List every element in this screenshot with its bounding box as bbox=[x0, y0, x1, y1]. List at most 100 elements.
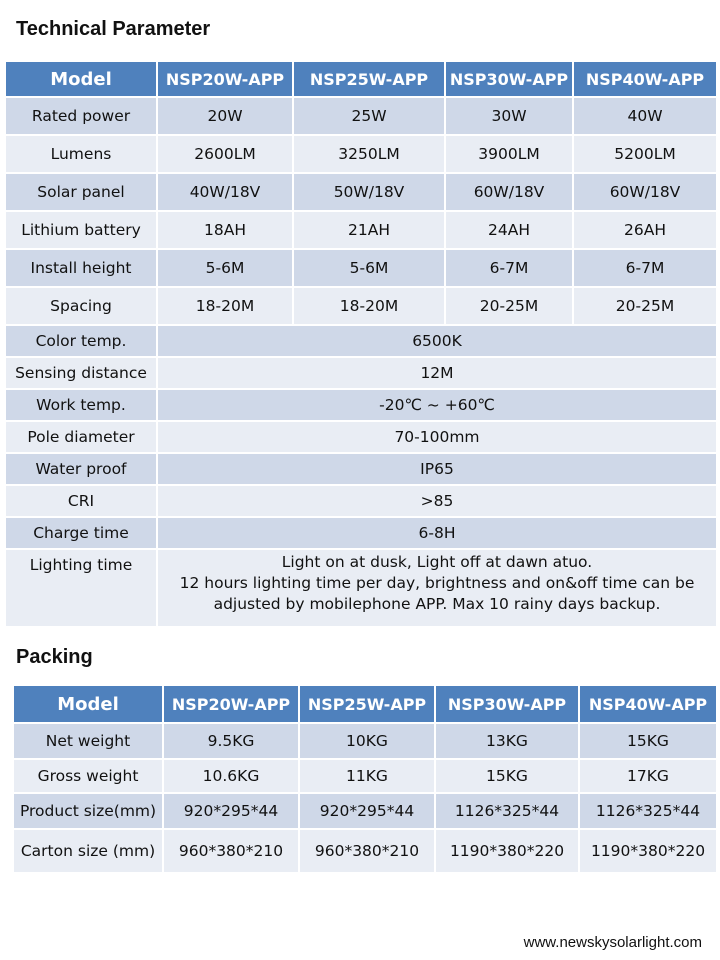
table-row: Net weight 9.5KG 10KG 13KG 15KG bbox=[12, 722, 718, 760]
packing-header-nsp25w: NSP25W-APP bbox=[298, 684, 436, 724]
cell: 13KG bbox=[434, 722, 580, 760]
cell: 20-25M bbox=[572, 286, 718, 326]
packing-header-row: Model NSP20W-APP NSP25W-APP NSP30W-APP N… bbox=[12, 684, 718, 724]
cell: 5200LM bbox=[572, 134, 718, 174]
packing-header-nsp30w: NSP30W-APP bbox=[434, 684, 580, 724]
table-row: CRI >85 bbox=[4, 484, 718, 518]
cell: 50W/18V bbox=[292, 172, 446, 212]
table-row: Product size(mm) 920*295*44 920*295*44 1… bbox=[12, 792, 718, 830]
tech-header-nsp40w: NSP40W-APP bbox=[572, 60, 718, 98]
website-url: www.newskysolarlight.com bbox=[523, 934, 702, 951]
merged-cell: 70-100mm bbox=[156, 420, 718, 454]
tech-header-nsp30w: NSP30W-APP bbox=[444, 60, 574, 98]
row-label: Gross weight bbox=[12, 758, 164, 794]
table-row: Solar panel 40W/18V 50W/18V 60W/18V 60W/… bbox=[4, 172, 718, 212]
cell: 21AH bbox=[292, 210, 446, 250]
row-label: Charge time bbox=[4, 516, 158, 550]
cell: 9.5KG bbox=[162, 722, 300, 760]
cell: 10.6KG bbox=[162, 758, 300, 794]
cell: 960*380*210 bbox=[162, 828, 300, 874]
cell: 1190*380*220 bbox=[434, 828, 580, 874]
tech-header-row: Model NSP20W-APP NSP25W-APP NSP30W-APP N… bbox=[4, 60, 718, 98]
merged-cell: >85 bbox=[156, 484, 718, 518]
row-label: Lumens bbox=[4, 134, 158, 174]
cell: 40W bbox=[572, 96, 718, 136]
cell: 18-20M bbox=[156, 286, 294, 326]
table-row: Gross weight 10.6KG 11KG 15KG 17KG bbox=[12, 758, 718, 794]
row-label: Sensing distance bbox=[4, 356, 158, 390]
merged-cell: 12M bbox=[156, 356, 718, 390]
cell: 6-7M bbox=[444, 248, 574, 288]
merged-cell: 6500K bbox=[156, 324, 718, 358]
cell: 2600LM bbox=[156, 134, 294, 174]
cell: 1126*325*44 bbox=[434, 792, 580, 830]
cell: 920*295*44 bbox=[298, 792, 436, 830]
row-label: Carton size (mm) bbox=[12, 828, 164, 874]
row-label: Net weight bbox=[12, 722, 164, 760]
packing-header-nsp40w: NSP40W-APP bbox=[578, 684, 718, 724]
table-row: Install height 5-6M 5-6M 6-7M 6-7M bbox=[4, 248, 718, 288]
technical-parameter-title: Technical Parameter bbox=[16, 18, 211, 40]
cell: 1190*380*220 bbox=[578, 828, 718, 874]
tech-header-model: Model bbox=[4, 60, 158, 98]
lighting-line: 12 hours lighting time per day, brightne… bbox=[179, 574, 695, 592]
cell: 60W/18V bbox=[444, 172, 574, 212]
row-label: Pole diameter bbox=[4, 420, 158, 454]
cell: 920*295*44 bbox=[162, 792, 300, 830]
cell: 26AH bbox=[572, 210, 718, 250]
table-row: Spacing 18-20M 18-20M 20-25M 20-25M bbox=[4, 286, 718, 326]
tech-header-nsp25w: NSP25W-APP bbox=[292, 60, 446, 98]
row-label: Color temp. bbox=[4, 324, 158, 358]
cell: 25W bbox=[292, 96, 446, 136]
cell: 11KG bbox=[298, 758, 436, 794]
row-label: Lighting time bbox=[4, 548, 158, 628]
cell: 20W bbox=[156, 96, 294, 136]
row-label: Spacing bbox=[4, 286, 158, 326]
table-row: Lithium battery 18AH 21AH 24AH 26AH bbox=[4, 210, 718, 250]
cell: 5-6M bbox=[156, 248, 294, 288]
cell: 3900LM bbox=[444, 134, 574, 174]
merged-cell: 6-8H bbox=[156, 516, 718, 550]
row-label: Work temp. bbox=[4, 388, 158, 422]
technical-parameter-table: Model NSP20W-APP NSP25W-APP NSP30W-APP N… bbox=[4, 60, 718, 628]
row-label: Solar panel bbox=[4, 172, 158, 212]
table-row: Lighting time Light on at dusk, Light of… bbox=[4, 548, 718, 628]
table-row: Pole diameter 70-100mm bbox=[4, 420, 718, 454]
cell: 5-6M bbox=[292, 248, 446, 288]
lighting-line: Light on at dusk, Light off at dawn atuo… bbox=[281, 553, 593, 571]
cell: 30W bbox=[444, 96, 574, 136]
cell: 60W/18V bbox=[572, 172, 718, 212]
cell: 24AH bbox=[444, 210, 574, 250]
cell: 20-25M bbox=[444, 286, 574, 326]
cell: 40W/18V bbox=[156, 172, 294, 212]
tech-header-nsp20w: NSP20W-APP bbox=[156, 60, 294, 98]
table-row: Work temp. -20℃ ~ +60℃ bbox=[4, 388, 718, 422]
row-label: Product size(mm) bbox=[12, 792, 164, 830]
cell: 10KG bbox=[298, 722, 436, 760]
table-row: Water proof IP65 bbox=[4, 452, 718, 486]
cell: 18AH bbox=[156, 210, 294, 250]
merged-cell: IP65 bbox=[156, 452, 718, 486]
table-row: Sensing distance 12M bbox=[4, 356, 718, 390]
lighting-description: Light on at dusk, Light off at dawn atuo… bbox=[156, 548, 718, 628]
cell: 6-7M bbox=[572, 248, 718, 288]
row-label: Rated power bbox=[4, 96, 158, 136]
merged-cell: -20℃ ~ +60℃ bbox=[156, 388, 718, 422]
table-row: Rated power 20W 25W 30W 40W bbox=[4, 96, 718, 136]
cell: 15KG bbox=[434, 758, 580, 794]
lighting-line: adjusted by mobilephone APP. Max 10 rain… bbox=[213, 595, 661, 613]
cell: 1126*325*44 bbox=[578, 792, 718, 830]
row-label: CRI bbox=[4, 484, 158, 518]
row-label: Water proof bbox=[4, 452, 158, 486]
table-row: Color temp. 6500K bbox=[4, 324, 718, 358]
cell: 3250LM bbox=[292, 134, 446, 174]
row-label: Install height bbox=[4, 248, 158, 288]
cell: 15KG bbox=[578, 722, 718, 760]
packing-title: Packing bbox=[16, 646, 93, 668]
table-row: Lumens 2600LM 3250LM 3900LM 5200LM bbox=[4, 134, 718, 174]
table-row: Charge time 6-8H bbox=[4, 516, 718, 550]
packing-header-model: Model bbox=[12, 684, 164, 724]
packing-header-nsp20w: NSP20W-APP bbox=[162, 684, 300, 724]
row-label: Lithium battery bbox=[4, 210, 158, 250]
table-row: Carton size (mm) 960*380*210 960*380*210… bbox=[12, 828, 718, 874]
